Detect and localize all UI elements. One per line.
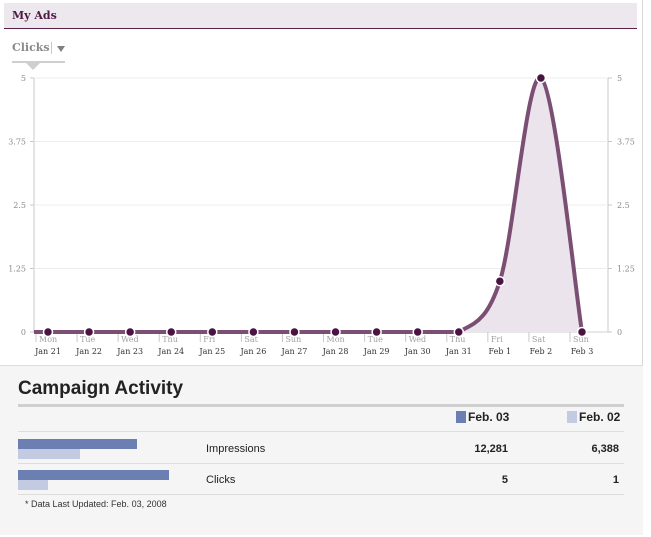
y-tick-label: 1.25	[617, 265, 635, 274]
impressions-current-bar	[18, 439, 137, 449]
data-point	[248, 326, 259, 338]
x-tick-day-label: Mon	[39, 335, 57, 344]
x-tick-date-label: Feb 3	[571, 347, 594, 356]
data-point	[165, 326, 177, 338]
data-point	[124, 326, 136, 338]
metric-selector-label[interactable]: Clicks	[12, 41, 50, 54]
data-updated-footnote: * Data Last Updated: Feb. 03, 2008	[25, 499, 167, 509]
metric-selector-underline	[12, 61, 65, 63]
y-tick-label: 0	[21, 328, 26, 337]
y-tick-label: 2.5	[13, 201, 26, 210]
x-tick-date-label: Jan 24	[157, 347, 184, 356]
x-tick-day-label: Fri	[203, 335, 215, 344]
data-point	[42, 326, 54, 338]
data-point	[207, 326, 218, 338]
impressions-label: Impressions	[206, 443, 266, 455]
panel-header: My Ads	[4, 3, 637, 29]
data-point	[535, 72, 547, 84]
x-tick-date-label: Jan 21	[34, 347, 61, 356]
x-tick-day-label: Thu	[450, 335, 466, 344]
metric-selector[interactable]: Clicks	[12, 41, 66, 70]
x-tick-date-label: Jan 27	[281, 347, 308, 356]
x-tick-date-label: Feb 1	[489, 347, 512, 356]
campaign-activity-title: Campaign Activity	[18, 378, 184, 399]
x-tick-day-label: Wed	[409, 335, 426, 344]
data-point	[83, 326, 95, 338]
clicks-current-bar	[18, 470, 169, 480]
metric-selector-divider	[51, 42, 52, 54]
clicks-label: Clicks	[206, 474, 236, 486]
data-point	[371, 326, 382, 338]
x-tick-date-label: Feb 2	[530, 347, 553, 356]
table-divider	[18, 494, 624, 495]
x-tick-date-label: Jan 30	[404, 347, 431, 356]
table-divider	[18, 431, 624, 432]
legend-current-label: Feb. 03	[468, 410, 510, 424]
x-tick-day-label: Tue	[368, 335, 383, 344]
table-divider	[18, 463, 624, 464]
clicks-previous-bar	[18, 480, 48, 490]
x-tick-date-label: Jan 26	[239, 347, 266, 356]
data-point	[289, 326, 300, 338]
campaign-activity-section	[0, 365, 643, 535]
clicks-current-value: 5	[501, 474, 508, 486]
data-point	[453, 326, 465, 338]
x-tick-day-label: Fri	[491, 335, 503, 344]
impressions-previous-bar	[18, 449, 80, 459]
x-tick-day-label: Thu	[162, 335, 178, 344]
x-tick-day-label: Sat	[244, 335, 258, 344]
y-tick-label: 1.25	[8, 265, 26, 274]
impressions-previous-value: 6,388	[591, 443, 619, 455]
x-tick-day-label: Mon	[327, 335, 345, 344]
y-tick-label: 3.75	[617, 138, 635, 147]
x-tick-day-label: Tue	[80, 335, 95, 344]
series-area	[34, 77, 582, 332]
legend-current-swatch	[456, 411, 466, 423]
legend-previous-swatch	[567, 411, 577, 423]
legend-previous: Feb. 02	[567, 410, 620, 424]
legend-previous-label: Feb. 02	[579, 410, 621, 424]
x-tick-date-label: Jan 31	[445, 347, 472, 356]
data-point	[576, 326, 588, 338]
x-tick-date-label: Jan 28	[322, 347, 349, 356]
pointer-notch-icon	[26, 63, 40, 70]
y-tick-label: 5	[21, 74, 26, 83]
x-tick-date-label: Jan 29	[363, 347, 390, 356]
campaign-title-rule	[18, 404, 624, 407]
y-tick-label: 2.5	[617, 201, 630, 210]
x-tick-day-label: Sat	[532, 335, 546, 344]
data-point	[412, 326, 423, 338]
x-tick-day-label: Wed	[121, 335, 138, 344]
series-line	[46, 75, 584, 334]
data-point	[330, 326, 341, 338]
x-tick-date-label: Jan 22	[75, 347, 102, 356]
x-tick-date-label: Jan 25	[198, 347, 225, 356]
panel-title: My Ads	[12, 9, 57, 22]
chevron-down-icon[interactable]	[57, 46, 65, 52]
impressions-current-value: 12,281	[474, 443, 508, 455]
x-tick-day-label: Sun	[573, 335, 589, 344]
y-tick-label: 3.75	[8, 138, 26, 147]
x-tick-date-label: Jan 23	[116, 347, 143, 356]
x-tick-day-label: Sun	[285, 335, 301, 344]
legend-current: Feb. 03	[456, 410, 509, 424]
clicks-chart: 0 0 1.25 1.25 2.5 2.5 3.75 3.75 5 5 Mon Jan 21 Tue Ja…	[8, 72, 635, 356]
clicks-previous-value: 1	[612, 474, 619, 486]
data-point	[494, 275, 506, 287]
y-tick-label: 5	[617, 74, 622, 83]
y-tick-label: 0	[617, 328, 622, 337]
